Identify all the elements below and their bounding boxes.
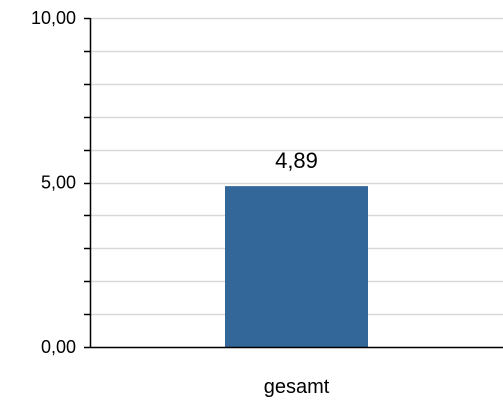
gridlines — [90, 17, 503, 316]
bars — [225, 186, 368, 347]
y-axis-ticks: 0,00 5,00 10,00 — [31, 8, 90, 357]
y-tick-label: 10,00 — [31, 8, 76, 28]
axes — [89, 18, 503, 349]
data-label-gesamt: 4,89 — [275, 148, 318, 173]
category-label-gesamt: gesamt — [264, 376, 330, 398]
bar-gesamt — [225, 186, 368, 347]
y-tick-label: 5,00 — [41, 173, 76, 193]
y-tick-label: 0,00 — [41, 337, 76, 357]
labels: 4,89 gesamt — [264, 148, 330, 398]
